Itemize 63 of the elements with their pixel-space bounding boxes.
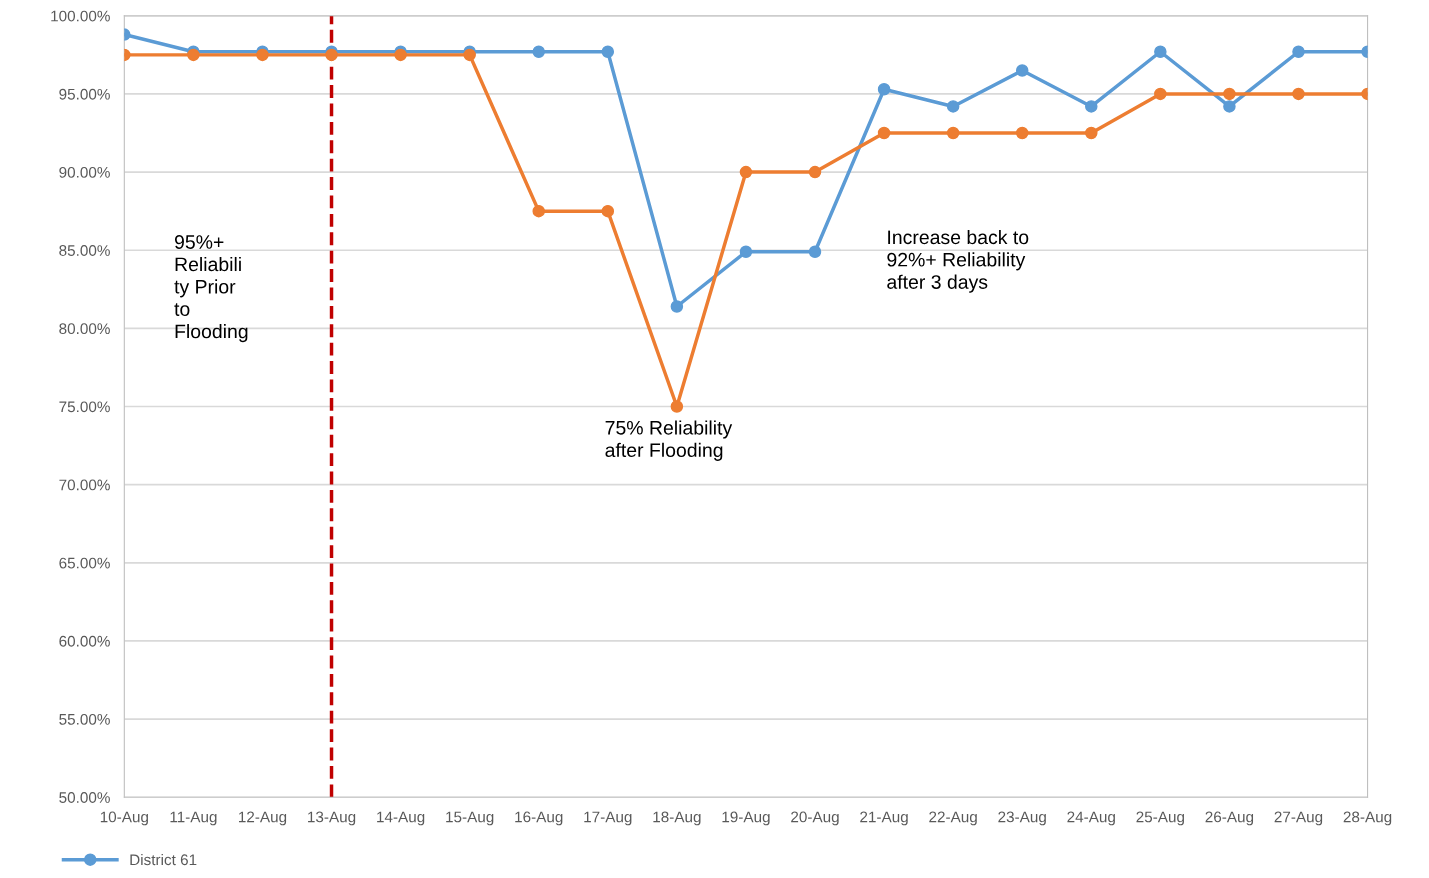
y-tick-label: 85.00% xyxy=(59,245,110,256)
x-tick-label: 26-Aug xyxy=(1205,811,1254,826)
point xyxy=(601,204,615,218)
point xyxy=(1154,45,1167,58)
point xyxy=(946,100,960,113)
point xyxy=(532,45,545,58)
point xyxy=(1015,64,1029,77)
point xyxy=(1015,126,1029,140)
x-tick-label: 21-Aug xyxy=(860,811,908,826)
x-tick-label: 22-Aug xyxy=(929,811,977,826)
x-tick-label: 12-Aug xyxy=(238,811,287,826)
x-tick-label: 27-Aug xyxy=(1274,811,1323,826)
x-tick-label: 23-Aug xyxy=(998,811,1046,826)
point xyxy=(187,48,200,62)
y-tick-label: 50.00% xyxy=(59,792,110,803)
y-tick-label: 75.00% xyxy=(59,401,110,413)
annotation: 75% Reliability after Flooding xyxy=(605,420,733,461)
y-tick-label: 100.00% xyxy=(51,10,110,22)
x-tick-label: 10-Aug xyxy=(100,811,148,826)
x-tick-label: 16-Aug xyxy=(515,811,563,826)
point xyxy=(739,165,753,179)
point xyxy=(1292,87,1305,101)
point xyxy=(1292,45,1305,58)
x-tick-label: 14-Aug xyxy=(377,811,425,826)
y-tick-label: 80.00% xyxy=(59,323,110,335)
point xyxy=(1085,100,1098,113)
x-tick-label: 11-Aug xyxy=(170,811,217,826)
point xyxy=(463,48,476,62)
point xyxy=(670,400,684,413)
annotation: Increase back to 92%+ Reliability after 3 days xyxy=(887,229,1029,293)
point xyxy=(1223,87,1236,101)
point xyxy=(877,83,891,96)
point xyxy=(808,165,822,179)
x-tick-label: 13-Aug xyxy=(308,811,356,826)
point xyxy=(532,204,545,218)
point xyxy=(739,245,753,259)
y-tick-label: 60.00% xyxy=(59,635,110,647)
point xyxy=(601,45,615,58)
point xyxy=(808,245,822,259)
annotation: 95%+ Reliabili ty Prior to Flooding xyxy=(174,235,248,343)
point xyxy=(670,300,684,313)
x-tick-label: 18-Aug xyxy=(653,811,701,826)
y-tick-label: 95.00% xyxy=(59,88,110,100)
point xyxy=(1085,126,1098,140)
x-tick-label: 25-Aug xyxy=(1136,811,1184,826)
point xyxy=(1154,87,1167,101)
x-tick-label: 19-Aug xyxy=(722,811,770,826)
x-tick-label: 24-Aug xyxy=(1067,811,1115,826)
point xyxy=(325,48,338,62)
point xyxy=(1223,100,1236,113)
x-tick-label: 20-Aug xyxy=(791,811,839,826)
y-tick-label: 90.00% xyxy=(59,166,110,178)
point xyxy=(946,126,960,140)
x-tick-label: 28-Aug xyxy=(1343,811,1392,826)
point xyxy=(877,126,891,140)
point xyxy=(256,48,269,62)
y-tick-label: 55.00% xyxy=(59,713,110,725)
legend-label: District 61 xyxy=(130,853,197,866)
y-tick-label: 70.00% xyxy=(59,479,110,491)
x-tick-label: 17-Aug xyxy=(584,811,632,826)
x-tick-label: 15-Aug xyxy=(446,811,494,826)
y-tick-label: 65.00% xyxy=(59,557,110,569)
point xyxy=(394,48,407,62)
